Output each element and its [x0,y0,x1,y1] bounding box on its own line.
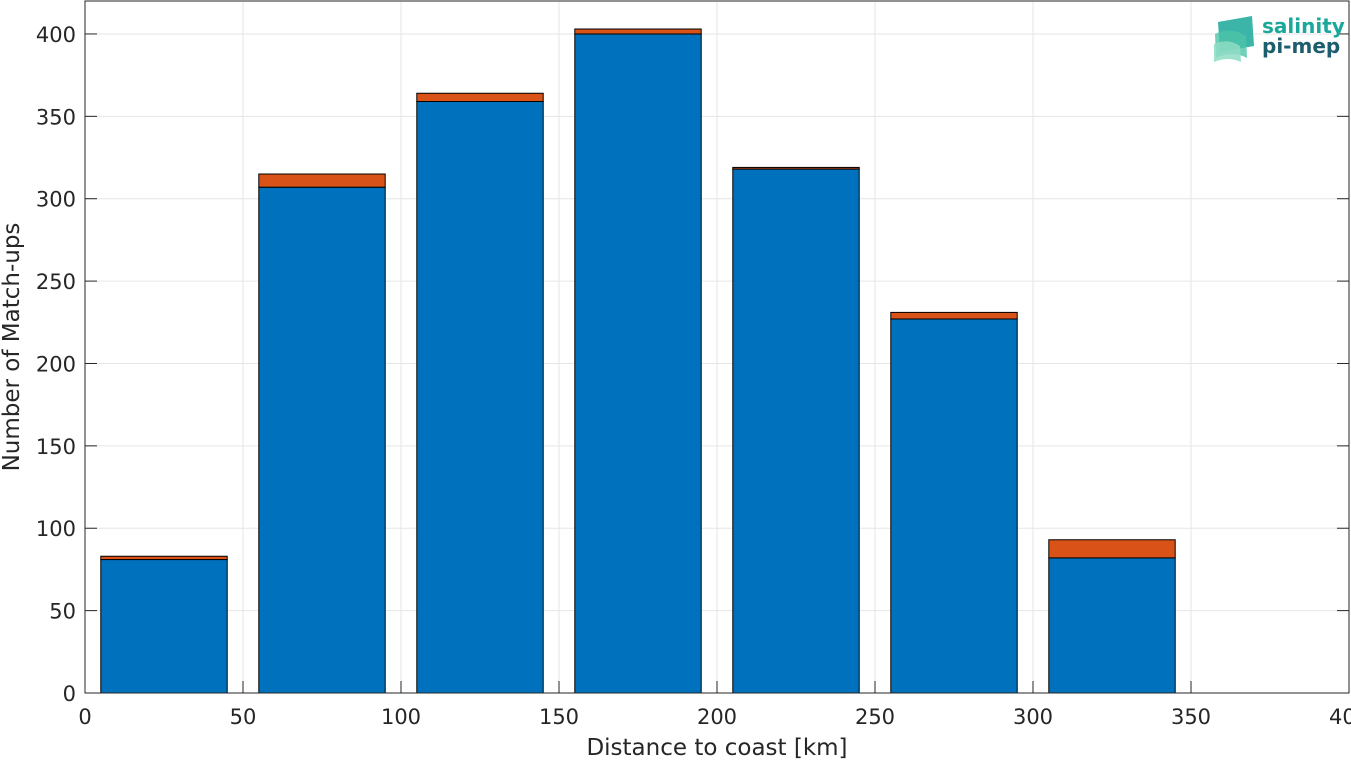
y-tick-label: 400 [36,23,76,47]
bar-series1-bin4 [574,33,702,694]
bar-series1-bin7 [1048,557,1176,694]
bar-series2-bin5 [732,166,860,170]
x-tick-label: 150 [539,705,579,729]
y-tick-label: 100 [36,517,76,541]
y-axis: 0 50 100 150 200 250 300 350 400 [36,23,1349,706]
bar-series2-bin6 [890,311,1018,320]
bars [100,28,1176,694]
x-tick-label: 350 [1171,705,1211,729]
y-tick-label: 0 [63,682,76,706]
x-axis-label: Distance to coast [km] [586,735,847,761]
x-tick-label: 0 [78,705,91,729]
bar-series1-bin2 [258,186,386,694]
bar-series2-bin7 [1048,539,1176,559]
y-axis-label: Number of Match-ups [0,223,25,472]
x-axis: 0 50 100 150 200 250 300 350 400 [78,681,1351,729]
y-tick-label: 150 [36,435,76,459]
salinity-pi-mep-logo: salinity pi-mep [1214,14,1345,62]
bar-series1-bin5 [732,168,860,694]
bar-series2-bin2 [258,173,386,188]
logo-text-pi-mep: pi-mep [1262,34,1340,58]
bar-series1-bin3 [416,101,544,694]
x-tick-label: 200 [697,705,737,729]
x-tick-label: 400 [1329,705,1351,729]
y-tick-label: 200 [36,352,76,376]
logo-wave-icon [1214,16,1254,62]
y-tick-label: 350 [36,105,76,129]
bar-series1-bin6 [890,318,1018,694]
x-tick-label: 250 [855,705,895,729]
bar-series2-bin1 [100,555,228,561]
bar-series2-bin4 [574,28,702,35]
logo-text-salinity: salinity [1262,14,1345,38]
bar-series1-bin1 [100,559,228,694]
x-tick-label: 50 [230,705,257,729]
x-tick-label: 100 [381,705,421,729]
bar-series2-bin3 [416,92,544,103]
y-tick-label: 250 [36,270,76,294]
y-tick-label: 300 [36,188,76,212]
y-tick-label: 50 [49,600,76,624]
x-tick-label: 300 [1013,705,1053,729]
